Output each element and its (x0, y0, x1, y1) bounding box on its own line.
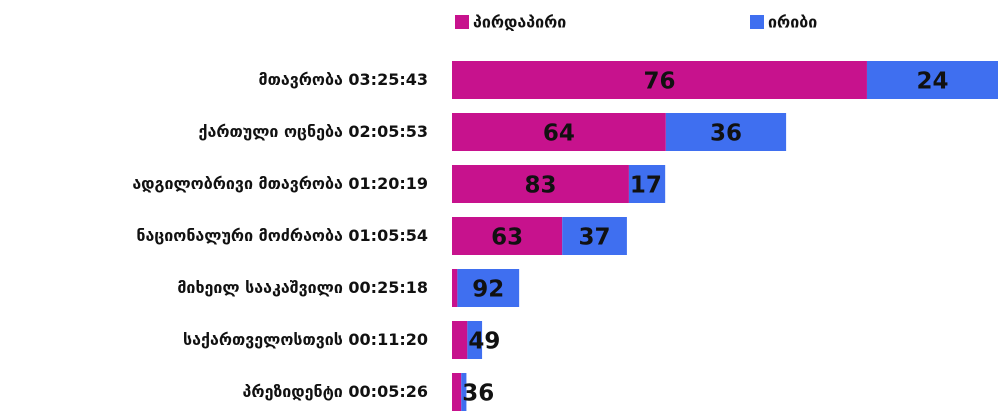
category-name: ქართული ოცნება (199, 122, 343, 141)
value-label: 83 (524, 173, 556, 199)
value-label: 76 (643, 69, 675, 95)
duration: 01:05:54 (348, 226, 428, 245)
value-label: 37 (579, 225, 611, 251)
bar-segment (452, 269, 458, 307)
category-label: პრეზიდენტი 00:05:26 (243, 382, 428, 401)
category-name: ნაციონალური მოძრაობა (136, 226, 343, 245)
legend-swatch (455, 15, 469, 29)
bar-segment (562, 217, 627, 255)
category-name: პრეზიდენტი (243, 382, 343, 401)
value-label: 64 (543, 121, 575, 147)
value-label: 17 (630, 173, 662, 199)
category-name: მთავრობა (259, 70, 343, 89)
category-label: საქართველოსთვის 00:11:20 (183, 330, 428, 349)
bar-segment (452, 321, 468, 359)
category-label: ნაციონალური მოძრაობა 01:05:54 (136, 226, 428, 245)
category-label: მიხეილ სააკაშვილი 00:25:18 (177, 278, 428, 297)
bar-segment (628, 165, 666, 203)
value-label: 36 (462, 381, 494, 407)
duration: 00:11:20 (348, 330, 428, 349)
bar-segment (452, 217, 563, 255)
value-label: 24 (916, 69, 948, 95)
bar-segment (452, 113, 666, 151)
bar-segment (452, 61, 867, 99)
duration: 00:05:26 (348, 382, 428, 401)
value-label: 92 (472, 277, 504, 303)
value-label: 36 (710, 121, 742, 147)
duration: 01:20:19 (348, 174, 428, 193)
bar-segment (452, 373, 462, 411)
bar-segment (461, 373, 467, 411)
legend-swatch (750, 15, 764, 29)
bar-segment (866, 61, 998, 99)
value-label: 63 (491, 225, 523, 251)
bar-segment (457, 269, 520, 307)
category-name: საქართველოსთვის (183, 330, 343, 349)
duration: 02:05:53 (348, 122, 428, 141)
bar-segment (467, 321, 483, 359)
bar-segment (452, 165, 629, 203)
category-label: ქართული ოცნება 02:05:53 (199, 122, 428, 141)
duration: 00:25:18 (348, 278, 428, 297)
category-name: ადგილობრივი მთავრობა (132, 174, 343, 193)
category-name: მიხეილ სააკაშვილი (177, 278, 343, 297)
value-label: 49 (468, 329, 500, 355)
legend-label: პირდაპირი (473, 13, 566, 32)
bar-segment (665, 113, 787, 151)
legend-label: ირიბი (768, 13, 817, 32)
duration: 03:25:43 (348, 70, 428, 89)
category-label: ადგილობრივი მთავრობა 01:20:19 (132, 174, 428, 193)
category-label: მთავრობა 03:25:43 (259, 70, 428, 89)
